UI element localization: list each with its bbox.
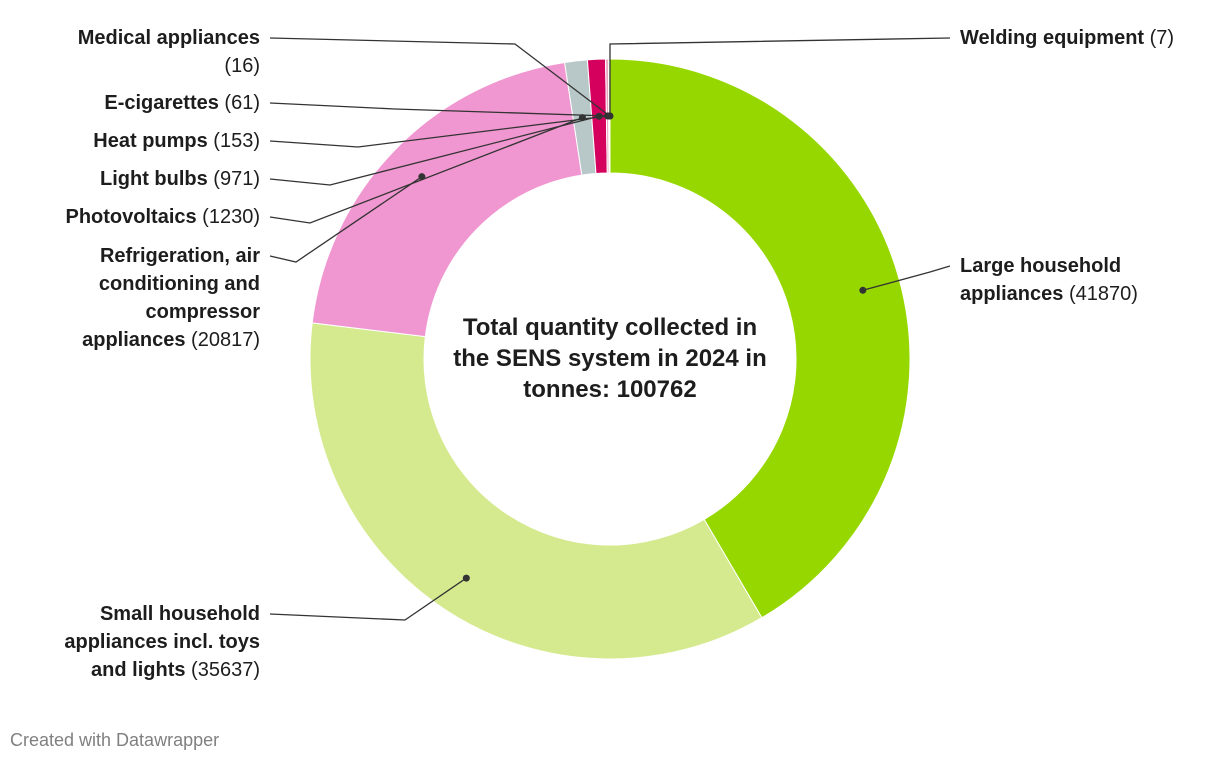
center-label-line-1: Total quantity collected in: [463, 314, 757, 341]
leader-dot-small-household-appliances-incl-toys-and-lights: [462, 574, 470, 582]
leader-line-photovoltaics: [269, 116, 583, 224]
slice-label-refrigeration-air-conditioning-and-compressor-appliances-line-3: compressor: [146, 301, 261, 323]
credit-text: Created with Datawrapper: [10, 730, 220, 750]
slice-label-welding-equipment-line-1: Welding equipment (7): [960, 27, 1174, 49]
slice-label-refrigeration-air-conditioning-and-compressor-appliances-line-4: appliances (20817): [82, 329, 260, 351]
slice-label-photovoltaics-line-1: Photovoltaics (1230): [65, 206, 260, 228]
slice-small-household-appliances-incl-toys-and-lights: [309, 322, 763, 660]
leader-line-welding-equipment: [609, 37, 951, 117]
leader-line-heat-pumps: [269, 115, 608, 148]
slice-label-heat-pumps-line-1: Heat pumps (153): [93, 130, 260, 152]
leader-line-light-bulbs: [269, 115, 600, 186]
slice-label-light-bulbs-line-1: Light bulbs (971): [100, 168, 260, 190]
slice-label-small-household-appliances-incl-toys-and-lights-line-3: and lights (35637): [91, 659, 260, 681]
slice-label-large-household-appliances-line-1: Large household: [960, 255, 1121, 277]
slice-label-medical-appliances-line-1: Medical appliances: [78, 27, 260, 49]
slice-refrigeration-air-conditioning-and-compressor-appliances: [311, 61, 583, 338]
slice-label-large-household-appliances-line-2: appliances (41870): [960, 283, 1138, 305]
slice-label-refrigeration-air-conditioning-and-compressor-appliances-line-1: Refrigeration, air: [100, 245, 260, 267]
leader-dot-large-household-appliances: [859, 286, 867, 294]
slice-label-medical-appliances-line-2: (16): [224, 55, 260, 77]
leader-line-large-household-appliances: [862, 265, 951, 291]
leader-line-medical-appliances: [269, 37, 611, 117]
leader-lines: [269, 37, 951, 621]
slice-label-small-household-appliances-incl-toys-and-lights-line-1: Small household: [100, 603, 260, 625]
leader-line-e-cigarettes: [269, 102, 610, 117]
slice-large-household-appliances: [609, 58, 911, 619]
leader-line-small-household-appliances-incl-toys-and-lights: [269, 577, 467, 621]
center-label-line-3: tonnes: 100762: [523, 376, 696, 403]
leader-line-refrigeration-air-conditioning-and-compressor-appliances: [269, 176, 423, 263]
slice-label-small-household-appliances-incl-toys-and-lights-line-2: appliances incl. toys: [64, 631, 260, 653]
slice-label-refrigeration-air-conditioning-and-compressor-appliances-line-2: conditioning and: [99, 273, 260, 295]
center-label: Total quantity collected in the SENS syst…: [453, 314, 766, 403]
center-label-line-2: the SENS system in 2024 in: [453, 345, 766, 372]
slice-label-e-cigarettes-line-1: E-cigarettes (61): [104, 92, 260, 114]
leader-dot-welding-equipment: [606, 112, 614, 120]
slice-labels: Large household appliances (41870) Small h…: [64, 27, 1174, 681]
donut-slices: [309, 58, 911, 660]
